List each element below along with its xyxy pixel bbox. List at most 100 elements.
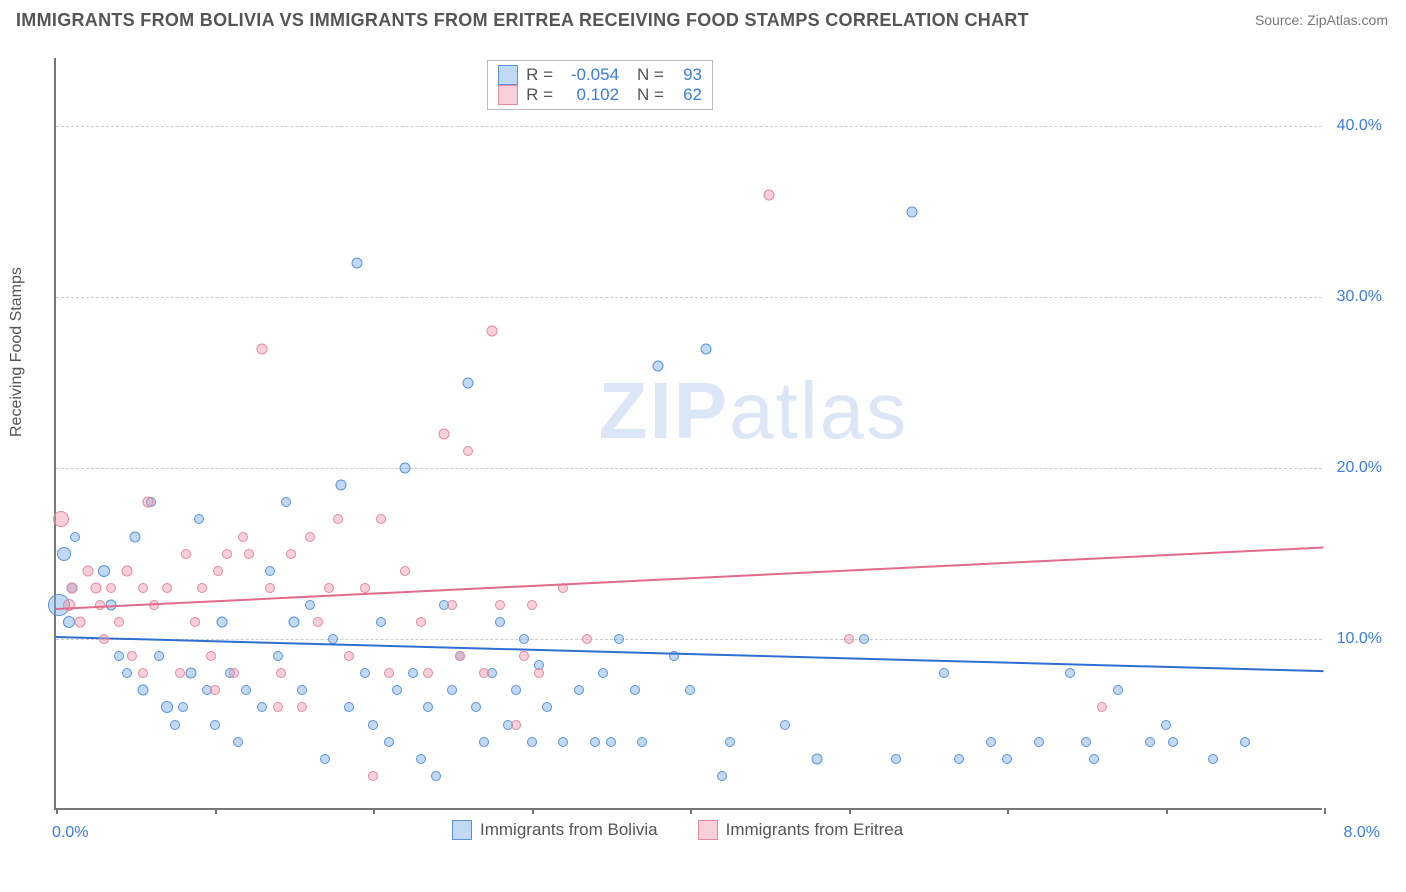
scatter-point-bolivia [598, 668, 608, 678]
scatter-point-eritrea [90, 582, 101, 593]
scatter-point-eritrea [511, 720, 521, 730]
scatter-point-bolivia [241, 685, 251, 695]
scatter-point-bolivia [447, 685, 457, 695]
scatter-point-bolivia [114, 651, 124, 661]
scatter-point-eritrea [286, 549, 296, 559]
swatch-icon [452, 820, 472, 840]
scatter-point-bolivia [542, 702, 552, 712]
scatter-point-eritrea [122, 565, 133, 576]
scatter-point-bolivia [273, 651, 283, 661]
scatter-point-eritrea [244, 549, 254, 559]
scatter-point-eritrea [384, 668, 394, 678]
scatter-point-eritrea [66, 582, 77, 593]
scatter-point-bolivia [392, 685, 402, 695]
scatter-point-bolivia [1113, 685, 1123, 695]
scatter-point-eritrea [206, 651, 216, 661]
chart-title: IMMIGRANTS FROM BOLIVIA VS IMMIGRANTS FR… [16, 10, 1029, 31]
chart-container: IMMIGRANTS FROM BOLIVIA VS IMMIGRANTS FR… [0, 0, 1406, 892]
scatter-point-eritrea [82, 565, 93, 576]
scatter-point-bolivia [344, 702, 354, 712]
watermark: ZIPatlas [599, 365, 908, 457]
scatter-point-eritrea [360, 583, 370, 593]
x-tick [1007, 808, 1009, 814]
x-tick [690, 808, 692, 814]
scatter-point-bolivia [471, 702, 481, 712]
scatter-point-bolivia [360, 668, 370, 678]
scatter-point-eritrea [344, 651, 354, 661]
y-axis-label: Receiving Food Stamps [8, 267, 26, 437]
x-tick [215, 808, 217, 814]
scatter-point-bolivia [63, 616, 75, 628]
scatter-point-eritrea [447, 600, 457, 610]
scatter-point-bolivia [606, 737, 616, 747]
scatter-point-eritrea [197, 583, 207, 593]
scatter-point-bolivia [288, 617, 299, 628]
scatter-point-eritrea [181, 549, 191, 559]
scatter-point-bolivia [1145, 737, 1155, 747]
gridline [56, 126, 1322, 127]
scatter-point-bolivia [297, 685, 307, 695]
scatter-point-eritrea [534, 668, 544, 678]
scatter-point-bolivia [416, 754, 426, 764]
scatter-point-bolivia [1168, 737, 1178, 747]
scatter-point-bolivia [423, 702, 433, 712]
scatter-point-bolivia [780, 720, 790, 730]
scatter-point-eritrea [333, 514, 343, 524]
y-tick-label: 30.0% [1337, 288, 1382, 306]
scatter-point-bolivia [954, 754, 964, 764]
scatter-point-bolivia [558, 737, 568, 747]
scatter-point-eritrea [486, 326, 497, 337]
scatter-point-eritrea [265, 583, 275, 593]
scatter-point-bolivia [519, 634, 529, 644]
x-tick [1166, 808, 1168, 814]
scatter-point-eritrea [1097, 702, 1107, 712]
scatter-point-eritrea [257, 343, 268, 354]
scatter-point-bolivia [384, 737, 394, 747]
scatter-point-eritrea [368, 771, 378, 781]
x-tick [849, 808, 851, 814]
scatter-point-bolivia [368, 720, 378, 730]
scatter-point-bolivia [408, 668, 418, 678]
scatter-point-eritrea [127, 651, 137, 661]
scatter-point-bolivia [1161, 720, 1171, 730]
y-tick-label: 40.0% [1337, 117, 1382, 135]
scatter-point-bolivia [257, 702, 267, 712]
scatter-point-bolivia [1002, 754, 1012, 764]
scatter-point-bolivia [217, 617, 228, 628]
scatter-point-eritrea [313, 617, 323, 627]
scatter-point-eritrea [463, 446, 473, 456]
scatter-point-bolivia [138, 685, 149, 696]
gridline [56, 468, 1322, 469]
scatter-point-bolivia [1081, 737, 1091, 747]
scatter-point-eritrea [416, 617, 426, 627]
scatter-point-bolivia [154, 651, 164, 661]
scatter-point-bolivia [630, 685, 640, 695]
correlation-row-bolivia: R =-0.054N =93 [498, 65, 702, 85]
correlation-legend: R =-0.054N =93R =0.102N =62 [487, 60, 713, 110]
scatter-point-bolivia [431, 771, 441, 781]
scatter-point-bolivia [399, 463, 410, 474]
scatter-point-bolivia [495, 617, 505, 627]
scatter-point-eritrea [175, 668, 185, 678]
scatter-point-bolivia [122, 668, 132, 678]
scatter-point-bolivia [986, 737, 996, 747]
scatter-point-eritrea [138, 583, 148, 593]
scatter-point-eritrea [479, 668, 489, 678]
scatter-point-bolivia [590, 737, 600, 747]
scatter-point-bolivia [939, 668, 949, 678]
scatter-point-eritrea [844, 634, 854, 644]
scatter-point-eritrea [495, 600, 505, 610]
gridline [56, 639, 1322, 640]
scatter-point-bolivia [891, 754, 901, 764]
scatter-point-bolivia [233, 737, 243, 747]
scatter-point-bolivia [185, 668, 196, 679]
scatter-point-bolivia [574, 685, 584, 695]
scatter-point-bolivia [1240, 737, 1250, 747]
scatter-point-eritrea [764, 189, 775, 200]
scatter-point-eritrea [162, 583, 172, 593]
scatter-point-bolivia [614, 634, 624, 644]
x-tick [373, 808, 375, 814]
correlation-row-eritrea: R =0.102N =62 [498, 85, 702, 105]
x-tick [56, 808, 58, 814]
scatter-point-eritrea [229, 668, 239, 678]
